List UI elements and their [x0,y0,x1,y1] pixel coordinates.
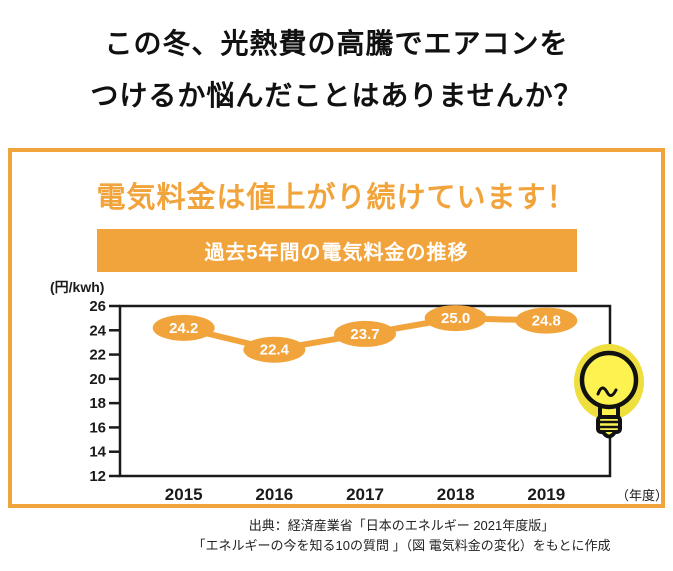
svg-text:20: 20 [89,370,106,387]
svg-text:24: 24 [89,322,106,339]
svg-text:12: 12 [89,468,106,485]
headline-line2: つけるか悩んだことはありませんか？ [90,79,583,111]
svg-text:18: 18 [89,395,106,412]
chart-title-banner: 過去5年間の電気料金の推移 [96,228,577,272]
svg-text:25.0: 25.0 [441,310,470,327]
svg-text:16: 16 [89,419,106,436]
svg-text:24.8: 24.8 [532,312,561,329]
svg-text:22.4: 22.4 [260,341,290,358]
svg-text:23.7: 23.7 [350,326,379,343]
line-chart: (円/kwh) 26 24 22 20 18 16 14 12 2015 2016 2017 2018 2… [12,276,662,511]
headline: この冬、光熱費の高騰でエアコンを つけるか悩んだことはありませんか？ [0,0,673,122]
source-line2: 「エネルギーの今を知る10の質問 」（図 電気料金の変化）をもとに作成 [192,538,611,554]
svg-text:22: 22 [89,346,106,363]
source-line1: 出典：経済産業省「日本のエネルギー 2021年度版」 [248,517,555,533]
svg-text:14: 14 [89,443,106,460]
svg-text:2015: 2015 [165,485,203,504]
svg-text:(円/kwh): (円/kwh) [50,279,104,295]
svg-text:2017: 2017 [346,485,384,504]
svg-text:24.2: 24.2 [169,319,198,336]
source-note: 出典：経済産業省「日本のエネルギー 2021年度版」 「エネルギーの今を知る10… [0,516,673,558]
svg-text:2018: 2018 [437,485,475,504]
svg-text:26: 26 [89,298,106,315]
svg-text:2019: 2019 [527,485,565,504]
headline-line1: この冬、光熱費の高騰でエアコンを [104,28,569,59]
panel-title: 電気料金は値上がり続けています！ [96,181,577,214]
chart-panel: 電気料金は値上がり続けています！ 過去5年間の電気料金の推移 (円/kwh) 26… [8,147,665,511]
svg-text:（年度）: （年度） [616,488,662,503]
svg-text:2016: 2016 [255,485,293,504]
lightbulb-icon [570,342,648,454]
